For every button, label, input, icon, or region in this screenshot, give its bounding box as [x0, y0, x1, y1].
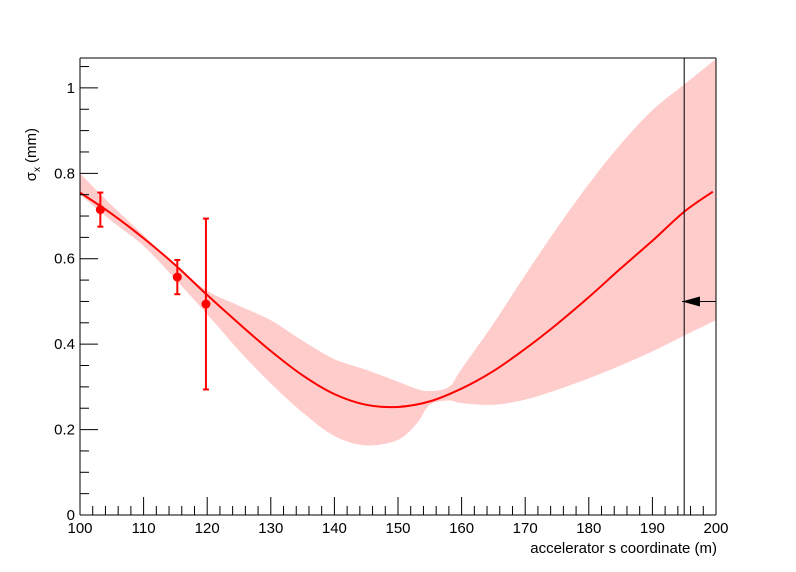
data-point	[172, 259, 182, 296]
arrow-head	[682, 296, 700, 307]
y-tick-label: 0.6	[54, 251, 75, 268]
data-point	[201, 217, 211, 391]
data-point-marker	[172, 272, 182, 282]
x-tick-label: 170	[513, 520, 538, 537]
y-axis-title: σx (mm)	[23, 128, 43, 181]
y-tick-label: 0	[67, 507, 75, 524]
x-tick-label: 180	[576, 520, 601, 537]
y-axis-title-subscript: x	[32, 167, 43, 172]
y-tick-label: 0.8	[54, 165, 75, 182]
x-tick-label: 150	[385, 520, 410, 537]
error-band	[80, 58, 716, 446]
ticks-layer	[79, 66, 717, 516]
data-point-marker	[201, 299, 211, 309]
data-points-layer	[95, 191, 211, 391]
y-axis-title-symbol: σ	[23, 171, 40, 181]
x-tick-label: 110	[132, 520, 156, 537]
y-axis-title-unit: (mm)	[23, 128, 40, 163]
x-tick-label: 120	[195, 520, 220, 537]
data-point	[95, 191, 105, 228]
data-point-marker	[95, 205, 105, 215]
x-tick-label: 100	[67, 520, 92, 537]
x-tick-label: 200	[703, 520, 728, 537]
x-axis-title: accelerator s coordinate (m)	[530, 540, 717, 557]
tick-labels-layer: 100 110 120 130 140 150 160 170 180 190 200 0 0.2 0.4…	[54, 80, 728, 537]
x-tick-label: 140	[322, 520, 347, 537]
y-tick-label: 0.2	[54, 422, 75, 439]
x-tick-label: 190	[640, 520, 665, 537]
fit-curve	[79, 190, 714, 409]
y-tick-label: 1	[67, 80, 75, 97]
x-tick-label: 130	[258, 520, 283, 537]
x-tick-label: 160	[449, 520, 474, 537]
marker-layer	[682, 58, 716, 515]
error-band-layer	[80, 58, 716, 446]
fit-curve-layer	[79, 190, 714, 409]
y-tick-label: 0.4	[54, 336, 75, 353]
